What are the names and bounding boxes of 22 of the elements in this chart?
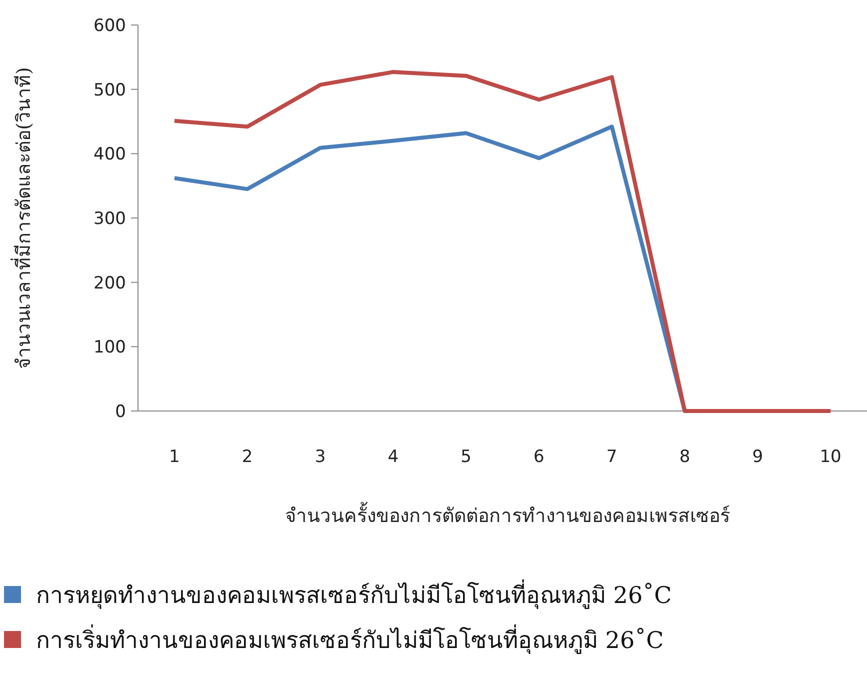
y-axis-title: จำนวนเวลาที่มีการตัดและต่อ(วินาที) bbox=[10, 67, 35, 369]
x-axis-title: จำนวนครั้งของการตัดต่อการทำงานของคอมเพรสเซอร์ bbox=[285, 502, 730, 527]
y-tick-label: 300 bbox=[94, 209, 126, 229]
x-tick-label: 10 bbox=[820, 447, 842, 467]
y-tick-label: 500 bbox=[94, 80, 126, 100]
x-tick-label: 5 bbox=[460, 447, 472, 467]
x-tick-label: 7 bbox=[606, 447, 618, 467]
y-tick-label: 100 bbox=[94, 338, 126, 358]
x-tick-label: 2 bbox=[242, 447, 253, 467]
x-tick-label: 4 bbox=[388, 447, 399, 467]
legend-label: การหยุดทำงานของคอมเพรสเซอร์กับไม่มีโอโซนที่อุณหภูมิ 26˚C bbox=[36, 579, 672, 609]
y-tick-label: 200 bbox=[94, 273, 126, 294]
x-tick-label: 6 bbox=[534, 447, 544, 467]
x-tick-label: 8 bbox=[679, 447, 690, 467]
x-tick-label: 3 bbox=[314, 447, 326, 467]
x-tick-label: 1 bbox=[169, 447, 180, 467]
y-tick-label: 400 bbox=[94, 144, 126, 165]
line-series bbox=[172, 70, 833, 413]
y-tick-label: 600 bbox=[94, 16, 126, 36]
y-tick-label: 0 bbox=[115, 402, 126, 422]
legend-label: การเริ่มทำงานของคอมเพรสเซอร์กับไม่มีโอโซนที่อุณหภูมิ 26˚C bbox=[36, 624, 664, 654]
x-tick-label: 9 bbox=[752, 447, 764, 467]
